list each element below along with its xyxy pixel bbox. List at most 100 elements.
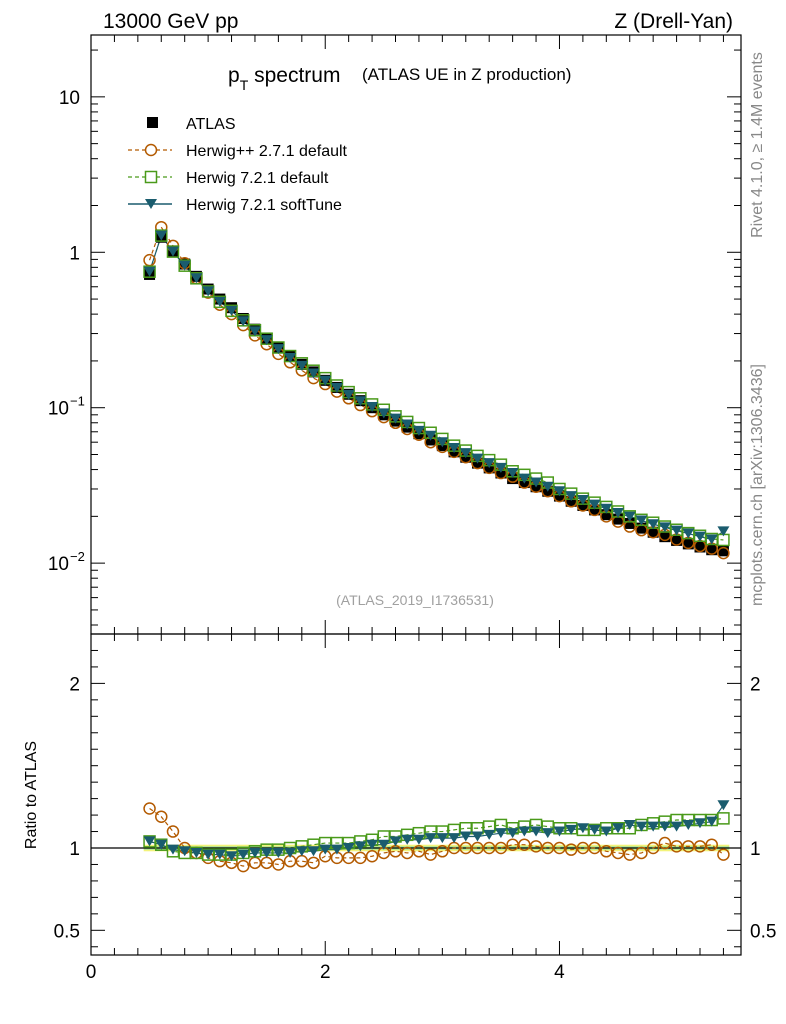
ratio-point-herwig7-softtune [494, 828, 507, 839]
legend-marker-herwig7-default [144, 170, 158, 184]
data-point-herwig7-softtune [424, 430, 437, 441]
ratio-panel-frame [90, 633, 742, 956]
rivet-label: Rivet 4.1.0, ≥ 1.4M events [749, 52, 766, 238]
ratio-point-herwig7-softtune [248, 847, 261, 858]
x-tick-label: 0 [86, 962, 97, 983]
x-tick-label: 2 [320, 962, 331, 983]
ratio-point-herwigpp [564, 843, 578, 856]
ratio-point-herwig7-softtune [530, 826, 543, 837]
data-point-herwig7-softtune [295, 360, 308, 371]
ratio-point-herwigpp [717, 848, 730, 861]
ratio-point-herwigpp [611, 846, 625, 860]
y-tick-label-right: 1 [750, 839, 761, 860]
data-point-herwig7-default [201, 285, 215, 298]
data-point-herwig7-softtune [202, 286, 215, 297]
y-tick-label: 1 [69, 839, 80, 860]
ratio-point-herwig7-softtune [342, 843, 355, 853]
ratio-point-herwig7-softtune [412, 834, 425, 845]
data-point-herwig7-softtune [436, 437, 449, 448]
ratio-point-herwigpp [705, 838, 718, 851]
data-point-herwig7-softtune [565, 491, 578, 502]
data-point-herwig7-default [143, 265, 156, 278]
ratio-point-herwig7-softtune [213, 849, 226, 860]
y-tick-label-right: 2 [750, 674, 761, 695]
data-point-herwigpp [717, 546, 730, 560]
data-point-herwig7-softtune [518, 473, 531, 484]
mcplots-label: mcplots.cern.ch [arXiv:1306.3436] [749, 364, 766, 606]
title-note: (ATLAS UE in Z production) [362, 65, 571, 84]
ratio-point-herwig7-softtune [448, 833, 461, 844]
data-point-herwig7-softtune [612, 508, 625, 519]
data-point-herwig7-softtune [366, 402, 379, 413]
ratio-point-herwig7-softtune [377, 839, 390, 850]
data-point-atlas [671, 534, 683, 546]
ratio-point-herwigpp [518, 838, 531, 851]
ratio-point-herwig7-softtune [647, 821, 660, 832]
ratio-point-herwig7-softtune [366, 839, 379, 850]
data-point-herwig7-softtune [248, 326, 261, 337]
ratio-point-herwig7-softtune [705, 816, 718, 827]
ratio-point-herwig7-softtune [436, 833, 449, 844]
data-point-herwig7-softtune [647, 519, 660, 530]
ratio-point-herwigpp [600, 845, 613, 858]
ratio-point-herwig7-softtune [354, 841, 367, 852]
data-point-herwig7-softtune [284, 352, 297, 363]
data-point-herwig7-softtune [553, 486, 566, 497]
y-tick-label: 10 [48, 554, 69, 575]
data-point-atlas [577, 499, 589, 511]
data-point-herwig7-softtune [354, 396, 367, 407]
ratio-point-herwigpp [143, 802, 156, 815]
y-tick-label-right: 0.5 [750, 921, 776, 942]
ratio-point-herwig7-softtune [612, 823, 625, 834]
ratio-point-herwig7-softtune [155, 839, 168, 850]
data-point-herwig7-softtune [658, 522, 671, 533]
ratio-point-herwig7-softtune [330, 844, 343, 855]
ratio-point-herwigpp [400, 846, 414, 860]
data-point-herwig7-softtune [155, 230, 168, 241]
ratio-point-herwigpp [412, 845, 426, 858]
ratio-point-herwig7-softtune [260, 847, 273, 858]
data-point-atlas [647, 526, 659, 538]
series-line-herwigpp [148, 225, 724, 554]
ratio-point-herwig7-softtune [565, 824, 578, 835]
ratio-point-herwig7-softtune [471, 831, 484, 842]
ratio-point-herwig7-softtune [424, 833, 437, 844]
ratio-point-herwig7-default [717, 812, 730, 825]
data-point-herwig7-softtune [319, 375, 332, 386]
process-label: Z (Drell-Yan) [614, 10, 733, 33]
ratio-point-herwig7-softtune [518, 826, 531, 837]
data-point-herwig7-softtune [272, 344, 285, 355]
ratio-point-herwig7-softtune [225, 851, 238, 862]
data-point-atlas [659, 531, 671, 543]
ratio-point-herwig7-softtune [319, 844, 332, 855]
ratio-point-herwig7-softtune [143, 836, 156, 847]
data-point-herwig7-softtune [190, 273, 203, 284]
data-point-atlas [717, 545, 729, 557]
ratio-point-herwigpp [424, 848, 437, 861]
title-main: pT spectrum [228, 64, 340, 93]
data-point-atlas [682, 538, 694, 550]
legend-label-herwig7-default: Herwig 7.2.1 default [186, 170, 329, 187]
ratio-point-herwig7-softtune [717, 800, 730, 811]
legend-marker-atlas [147, 117, 158, 128]
data-point-herwig7-softtune [225, 305, 238, 316]
series-line-herwig7-softtune [148, 234, 724, 541]
data-point-atlas [507, 473, 519, 485]
ratio-point-herwig7-softtune [307, 846, 320, 857]
ratio-point-herwig7-softtune [295, 846, 308, 857]
data-point-herwig7-softtune [541, 481, 554, 492]
ratio-point-herwigpp [166, 825, 180, 838]
ratio-point-herwigpp [588, 841, 601, 855]
ratio-point-herwig7-softtune [202, 849, 215, 860]
data-point-herwig7-softtune [588, 499, 601, 510]
ratio-point-herwig7-softtune [682, 819, 695, 830]
ratio-point-herwig7-softtune [600, 826, 613, 837]
data-point-herwig7-softtune [448, 443, 461, 454]
data-point-herwig7-softtune [600, 503, 613, 514]
ratio-point-herwigpp [354, 851, 367, 865]
data-point-herwig7-softtune [471, 453, 484, 464]
data-point-herwig7-softtune [412, 425, 425, 436]
data-point-herwig7-softtune [576, 494, 589, 505]
